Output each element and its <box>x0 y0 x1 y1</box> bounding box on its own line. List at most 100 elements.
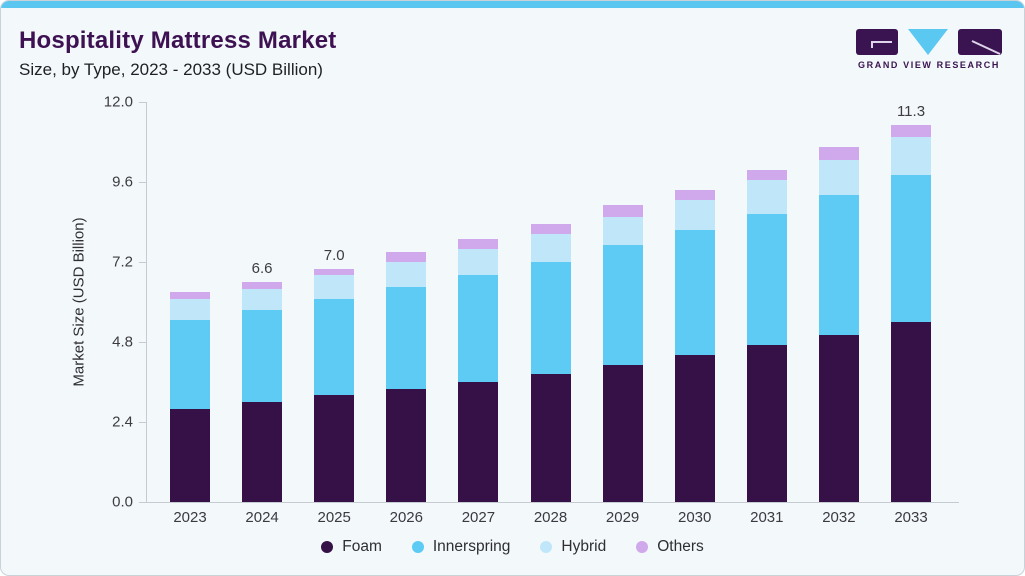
legend-item-hybrid: Hybrid <box>540 538 606 556</box>
bar-2032-others-segment <box>818 147 859 161</box>
y-tick-label: 2.4 <box>112 413 133 431</box>
bar-2026 <box>386 252 427 502</box>
bar-2028-others-segment <box>530 223 571 234</box>
bar-2031-innerspring-segment <box>746 213 787 346</box>
bar-2031-foam-segment <box>746 345 787 502</box>
bar-2033-innerspring-segment <box>891 175 931 322</box>
bar-2024 <box>242 282 283 502</box>
legend-label: Others <box>657 538 704 555</box>
y-tick-mark <box>139 342 146 343</box>
bar-2031-hybrid-segment <box>746 180 787 214</box>
bar-2025-foam-segment <box>314 395 355 502</box>
page-title: Hospitality Mattress Market <box>19 27 337 54</box>
bar-2023-innerspring-segment <box>170 320 210 409</box>
x-axis-line <box>146 502 959 503</box>
bar-2027-others-segment <box>458 238 499 249</box>
bar-2030-innerspring-segment <box>674 230 715 356</box>
x-tick-label-2023: 2023 <box>173 509 207 526</box>
bar-2024-hybrid-segment <box>242 288 283 311</box>
y-tick-label: 12.0 <box>103 93 133 111</box>
logo-r-block-icon <box>958 29 1002 55</box>
chart-legend: Foam Innerspring Hybrid Others <box>1 538 1024 556</box>
x-tick-label-2027: 2027 <box>461 509 496 526</box>
bar-2023-hybrid-segment <box>170 299 210 321</box>
grand-view-research-logo: GRAND VIEW RESEARCH <box>856 29 1002 70</box>
bar-2025-innerspring-segment <box>314 298 355 396</box>
bar-2029-innerspring-segment <box>602 245 643 366</box>
x-tick-label-2025: 2025 <box>317 509 351 526</box>
bar-2025-others-segment <box>314 268 355 276</box>
bar-2031-others-segment <box>746 170 787 181</box>
chart-header: Hospitality Mattress Market Size, by Typ… <box>19 27 337 80</box>
page-subtitle: Size, by Type, 2023 - 2033 (USD Billion) <box>19 60 323 79</box>
bar-2026-foam-segment <box>386 388 427 502</box>
bar-2033-others-segment <box>891 125 931 137</box>
bar-total-label-2024: 6.6 <box>251 260 273 277</box>
logo-wordmark: GRAND VIEW RESEARCH <box>858 60 1000 70</box>
bar-2030 <box>674 190 715 502</box>
bar-2028-innerspring-segment <box>530 261 571 374</box>
y-tick-label: 9.6 <box>112 173 133 191</box>
logo-g-block-icon <box>856 29 898 55</box>
x-tick-label-2033: 2033 <box>894 509 928 526</box>
bar-2030-others-segment <box>674 190 715 201</box>
legend-dot-icon <box>321 541 334 553</box>
y-tick-mark <box>139 182 146 183</box>
legend-item-innerspring: Innerspring <box>411 538 511 556</box>
bar-2024-innerspring-segment <box>242 310 283 402</box>
bar-2028-foam-segment <box>530 373 571 502</box>
bar-2024-others-segment <box>242 282 283 289</box>
legend-dot-icon <box>411 541 424 553</box>
bar-2024-foam-segment <box>242 401 283 502</box>
gvr-logo-icon <box>856 29 1002 55</box>
bar-2032-hybrid-segment <box>818 160 859 196</box>
bar-2027-foam-segment <box>458 381 499 502</box>
y-tick-label: 7.2 <box>112 253 133 271</box>
bar-2029-others-segment <box>602 205 643 217</box>
bar-2030-hybrid-segment <box>674 200 715 231</box>
bar-2028-hybrid-segment <box>530 233 571 262</box>
bar-2033-hybrid-segment <box>891 136 931 176</box>
logo-v-triangle-icon <box>908 29 948 55</box>
x-tick-label-2031: 2031 <box>750 509 784 526</box>
bar-2033 <box>891 125 931 502</box>
y-tick-label: 0.0 <box>112 493 133 511</box>
bar-2026-innerspring-segment <box>386 287 427 389</box>
bar-2031 <box>746 170 787 502</box>
legend-dot-icon <box>636 541 649 553</box>
bar-2032-foam-segment <box>818 335 859 502</box>
x-tick-label-2030: 2030 <box>678 509 712 526</box>
bar-2029-foam-segment <box>602 365 643 502</box>
bar-2026-others-segment <box>386 252 427 262</box>
y-tick-mark <box>139 102 146 103</box>
bar-2027-innerspring-segment <box>458 275 499 382</box>
bar-total-label-2033: 11.3 <box>896 103 926 121</box>
x-tick-label-2026: 2026 <box>389 509 423 526</box>
bar-2023-others-segment <box>170 292 210 300</box>
legend-item-others: Others <box>636 538 704 556</box>
bar-2023-foam-segment <box>170 408 210 502</box>
bar-total-label-2025: 7.0 <box>323 246 345 264</box>
y-tick-mark <box>139 262 146 263</box>
bar-2023 <box>170 292 210 502</box>
y-tick-mark <box>139 422 146 423</box>
legend-dot-icon <box>540 541 553 553</box>
legend-item-foam: Foam <box>321 538 382 556</box>
x-tick-label-2024: 2024 <box>245 509 279 526</box>
bar-2027 <box>458 238 499 502</box>
bar-2030-foam-segment <box>674 355 715 502</box>
legend-label: Hybrid <box>561 538 607 555</box>
legend-label: Foam <box>342 538 382 555</box>
x-tick-label-2029: 2029 <box>605 509 640 526</box>
y-tick-label: 4.8 <box>112 333 133 351</box>
legend-label: Innerspring <box>432 538 511 555</box>
x-tick-label-2028: 2028 <box>533 509 568 526</box>
card-top-accent-bar <box>1 1 1024 8</box>
y-axis-line <box>146 102 147 502</box>
bar-2032 <box>818 147 859 502</box>
bar-2032-innerspring-segment <box>818 195 859 336</box>
bar-2025 <box>314 268 355 502</box>
bar-2027-hybrid-segment <box>458 248 499 276</box>
x-tick-label-2032: 2032 <box>822 509 856 526</box>
